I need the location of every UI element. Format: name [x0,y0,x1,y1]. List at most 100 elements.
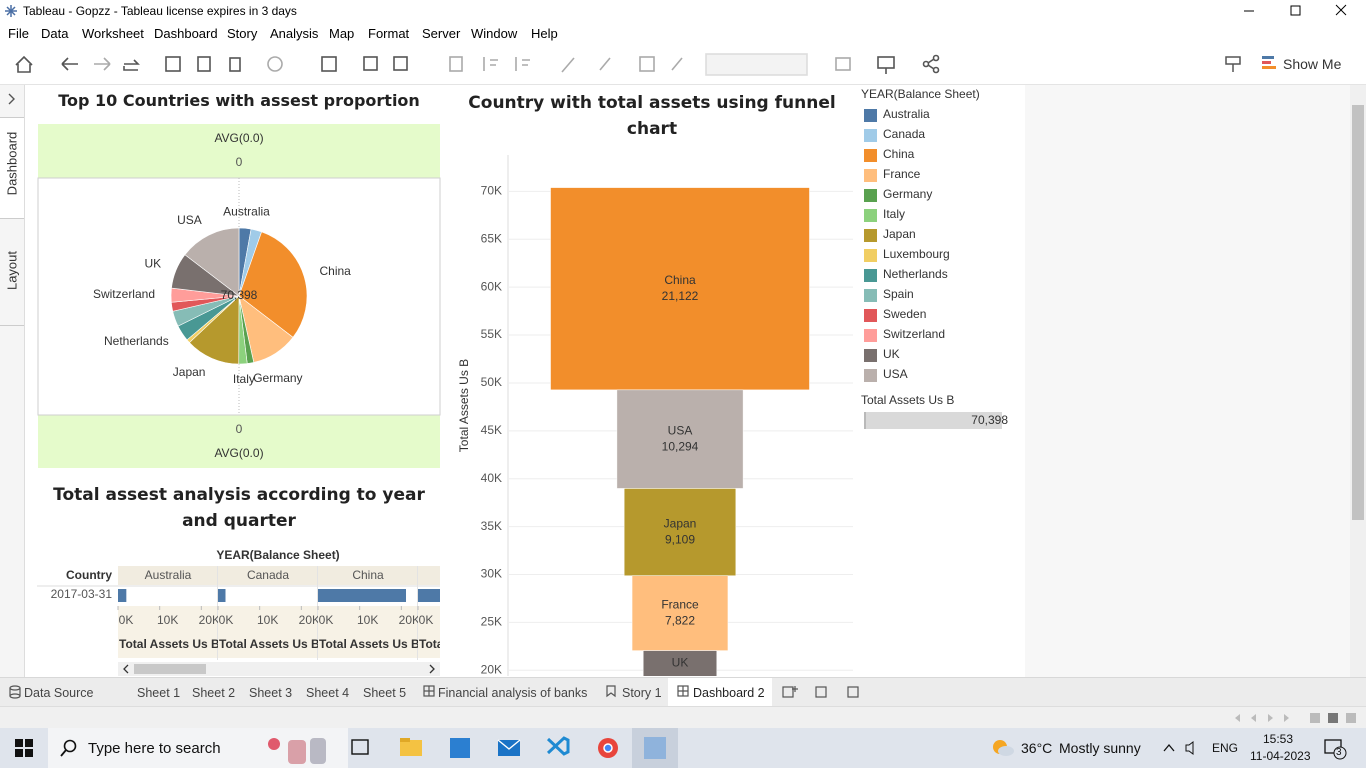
search-box[interactable]: Type here to search [48,728,348,768]
pie-footer-band [38,415,440,468]
sheet-tab[interactable]: Sheet 5 [363,686,407,700]
x-axis-title: Total Assets Us B [219,637,320,651]
menu-item[interactable]: Data [41,26,69,41]
column-header-cell [218,566,317,585]
menu-item[interactable]: Help [531,26,558,41]
funnel-category-label: China [664,273,696,287]
weather-temperature[interactable]: 36°C [1021,740,1053,756]
menu-item[interactable]: Worksheet [82,26,144,41]
x-tick-label: 0K [319,613,334,627]
menu-item[interactable]: Story [227,26,258,41]
table-bar [318,589,407,602]
show-me-button[interactable]: Show Me [1283,56,1342,72]
funnel-value-label: 9,109 [665,532,695,546]
axis-band [318,606,417,658]
menu-item[interactable]: Map [329,26,355,41]
pie-footer-label: AVG(0.0) [214,446,263,460]
active-tab-background[interactable] [668,678,772,707]
funnel-value-label: 10,294 [662,439,699,453]
column-header-title: YEAR(Balance Sheet) [216,548,339,562]
y-tick-label: 30K [481,567,502,581]
app-icon [5,5,17,17]
pie-center-label: 70,398 [221,288,258,302]
menu-item[interactable]: Format [368,26,410,41]
axis-band [118,606,217,658]
sheet-tab[interactable]: Sheet 2 [192,686,236,700]
expand-arrow[interactable] [6,93,18,105]
notification-icon[interactable] [1324,738,1348,760]
dashboard-tab[interactable]: Dashboard [0,117,24,219]
layout-tab[interactable]: Layout [0,225,24,326]
axis-band [418,606,440,658]
windows-taskbar: Type here to search 36°C Mostly sunny EN… [0,728,1366,768]
legend-swatch [864,149,877,162]
toolbar-icons[interactable] [0,44,960,84]
y-tick-label: 60K [481,279,502,293]
legend-swatch [864,289,877,302]
tab-icons[interactable] [0,678,880,706]
search-decoration [268,738,326,764]
row-label: 2017-03-31 [51,587,113,601]
clock-date[interactable]: 11-04-2023 [1250,749,1311,763]
legend-swatch [864,309,877,322]
pie-slice-label: Australia [223,205,270,219]
tray-icons[interactable] [1160,740,1200,756]
sheet-tab[interactable]: Story 1 [622,686,662,700]
search-placeholder[interactable]: Type here to search [88,740,221,757]
notification-count[interactable]: 3 [1336,747,1342,758]
x-tick-label: 20K [199,613,220,627]
sheet-tab[interactable]: Sheet 4 [306,686,350,700]
x-tick-label: 0K [219,613,234,627]
scroll-thumb[interactable] [1352,105,1364,520]
menu-item[interactable]: Dashboard [154,26,218,41]
language-indicator[interactable]: ENG [1212,741,1239,755]
column-header-cell [418,566,440,585]
show-me-icon[interactable] [1261,55,1279,73]
legend-swatch [864,209,877,222]
y-tick-label: 70K [481,184,502,198]
window-controls[interactable] [1236,0,1366,22]
table-title: Total assest analysis according to year … [53,485,425,531]
sheet-tab[interactable]: Sheet 3 [249,686,293,700]
sheet-tab[interactable]: Sheet 1 [137,686,181,700]
table-scrollbar[interactable] [118,662,440,676]
title-bar: Tableau - Gopzz - Tableau license expire… [0,0,1366,22]
status-controls[interactable] [1230,711,1360,725]
menu-bar: File Data Worksheet Dashboard Story Analysis M… [0,22,1366,44]
x-tick-label: 20K [399,613,420,627]
legend-label: Switzerland [883,327,945,341]
pinned-apps[interactable] [350,728,680,768]
menu-item[interactable]: File [8,26,29,41]
funnel-category-label: UK [672,655,689,669]
vertical-scrollbar[interactable] [1350,85,1366,677]
clock-time[interactable]: 15:53 [1262,732,1294,746]
legend-label: Germany [883,187,932,201]
y-tick-label: 50K [481,375,502,389]
sheet-tab[interactable]: Financial analysis of banks [438,686,588,700]
funnel-value-label: 21,122 [662,289,699,303]
legend-label: Spain [883,287,914,301]
legend-swatch [864,109,877,122]
weather-icon [993,740,1014,756]
search-icon [60,739,77,757]
pin-icon[interactable] [1224,54,1244,74]
menu-item[interactable]: Window [471,26,518,41]
sheet-tab-active[interactable]: Dashboard 2 [693,686,765,700]
pie-slice-label: China [320,264,352,278]
funnel-bar [631,575,729,651]
column-header-label: Australia [145,568,192,582]
table-chart: YEAR(Balance Sheet) Country 2017-03-31 Aust… [37,548,520,660]
x-tick-label: 0K [119,613,134,627]
sheet-tab[interactable]: Data Source [24,686,94,700]
menu-item[interactable]: Server [422,26,461,41]
weather-condition[interactable]: Mostly sunny [1059,740,1141,756]
x-axis-title: Total Assets Us B [419,637,520,651]
legend-title: YEAR(Balance Sheet) [861,87,980,101]
legend-swatch [864,269,877,282]
legend-swatch [864,369,877,382]
pie-slice [184,227,240,297]
pie-header-label: AVG(0.0) [214,131,263,145]
menu-item[interactable]: Analysis [270,26,319,41]
table-bar [418,589,440,602]
start-button[interactable] [15,739,33,757]
